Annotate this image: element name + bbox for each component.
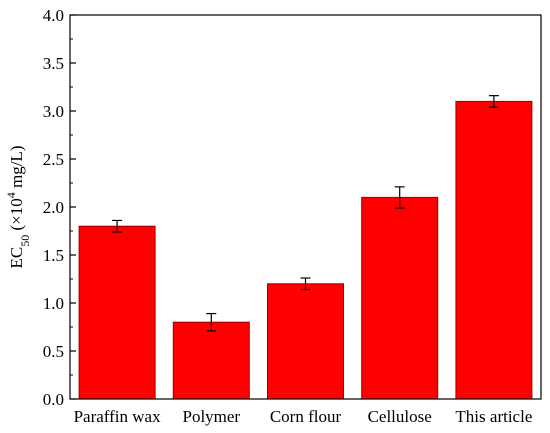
x-category-label: This article bbox=[455, 407, 532, 426]
bar bbox=[267, 283, 344, 400]
bar bbox=[455, 100, 533, 400]
y-axis-title-pre: (×10 bbox=[7, 198, 26, 235]
y-tick-label: 3.5 bbox=[43, 54, 64, 73]
x-category-label: Corn flour bbox=[270, 407, 342, 426]
y-tick-label: 3.0 bbox=[43, 102, 64, 121]
bar bbox=[78, 225, 156, 400]
x-category-label: Polymer bbox=[182, 407, 240, 426]
x-labels-layer: Paraffin wax Polymer Corn flour Cellulose Th… bbox=[74, 407, 533, 426]
y-tick-label: 1.0 bbox=[43, 294, 64, 313]
bar bbox=[172, 321, 250, 400]
y-axis-title-sup: 4 bbox=[4, 192, 18, 198]
y-tick-label: 0.5 bbox=[43, 342, 64, 361]
y-tick-label: 2.0 bbox=[43, 198, 64, 217]
bars-layer bbox=[78, 100, 533, 400]
y-axis-title: EC50 (×104 mg/L) bbox=[4, 146, 32, 269]
x-category-label: Cellulose bbox=[368, 407, 432, 426]
y-ticks-layer: 0.0 0.5 1.0 1.5 2.0 2.5 3.0 3.5 4.0 bbox=[43, 6, 76, 409]
y-tick-label: 0.0 bbox=[43, 390, 64, 409]
y-tick-label: 2.5 bbox=[43, 150, 64, 169]
bar bbox=[361, 196, 439, 400]
y-axis-title-main: EC bbox=[7, 247, 26, 269]
error-bars-layer bbox=[112, 95, 499, 332]
y-axis-title-sub: 50 bbox=[18, 235, 32, 247]
x-category-label: Paraffin wax bbox=[74, 407, 162, 426]
y-tick-label: 1.5 bbox=[43, 246, 64, 265]
y-tick-label: 4.0 bbox=[43, 6, 64, 25]
y-axis-title-post: mg/L) bbox=[7, 146, 26, 193]
